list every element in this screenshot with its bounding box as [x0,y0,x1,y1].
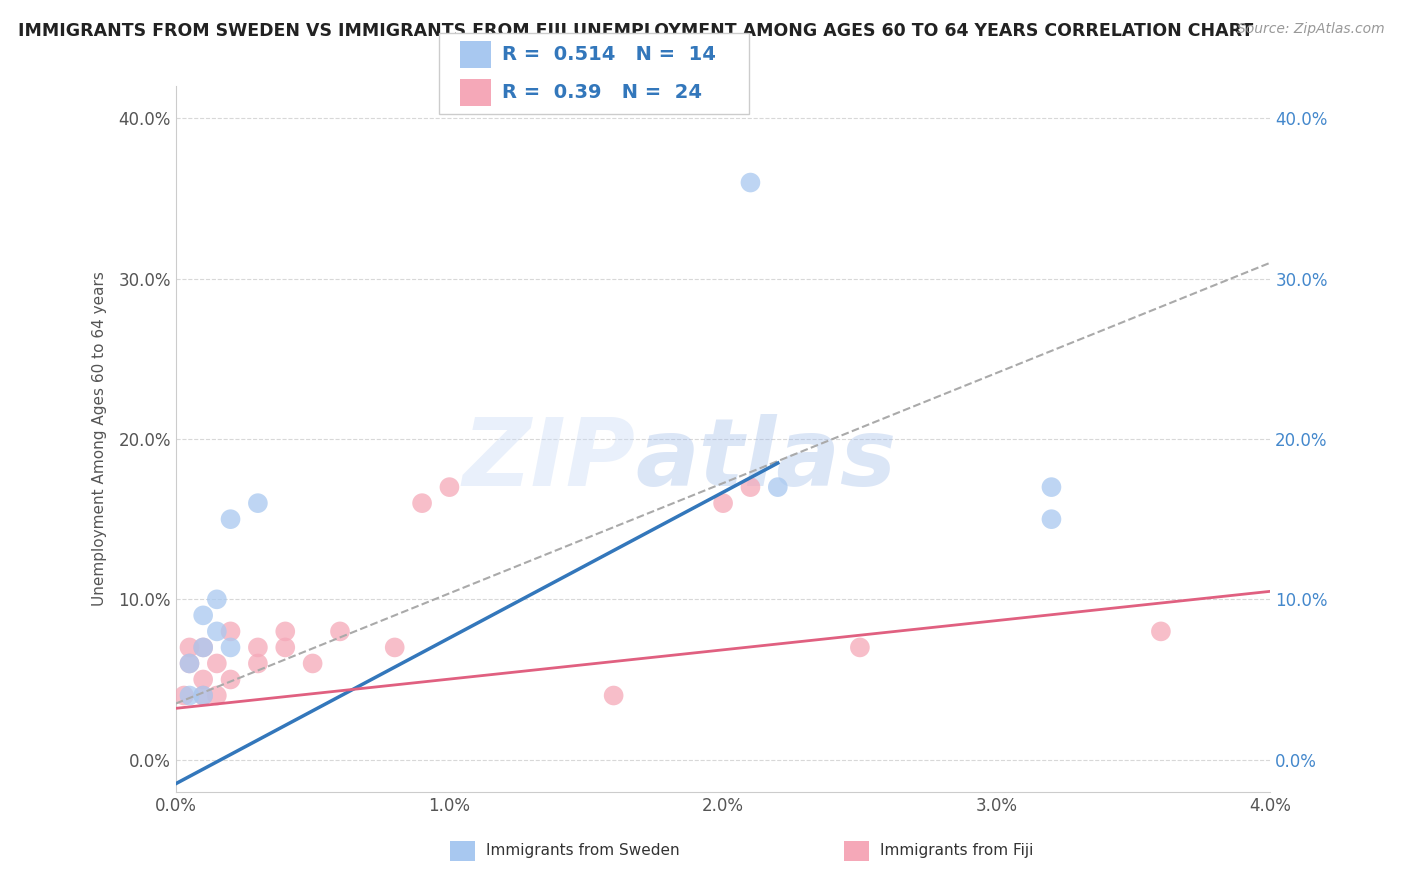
Point [1040,512,1063,526]
Point [179,657,201,671]
Y-axis label: Unemployment Among Ages 60 to 64 years: Unemployment Among Ages 60 to 64 years [93,271,107,607]
Point [1040,480,1063,494]
Point [439,480,461,494]
Point [205,689,228,703]
Point [246,496,269,510]
Point [274,640,297,655]
Text: Source: ZipAtlas.com: Source: ZipAtlas.com [1237,22,1385,37]
Text: Immigrants from Sweden: Immigrants from Sweden [486,844,681,858]
Point [219,512,242,526]
Text: IMMIGRANTS FROM SWEDEN VS IMMIGRANTS FROM FIJI UNEMPLOYMENT AMONG AGES 60 TO 64 : IMMIGRANTS FROM SWEDEN VS IMMIGRANTS FRO… [18,22,1254,40]
Point [219,673,242,687]
Point [384,640,406,655]
Point [205,624,228,639]
Text: R =  0.39   N =  24: R = 0.39 N = 24 [502,83,702,103]
Point [219,640,242,655]
Point [246,640,269,655]
Point [205,657,228,671]
Point [274,624,297,639]
Point [740,480,762,494]
Point [179,640,201,655]
Text: atlas: atlas [636,414,897,506]
Point [246,657,269,671]
Point [173,689,195,703]
Point [411,496,433,510]
Point [329,624,352,639]
Point [740,176,762,190]
Point [191,673,214,687]
Point [191,640,214,655]
Point [191,689,214,703]
Point [301,657,323,671]
Point [191,689,214,703]
Text: Immigrants from Fiji: Immigrants from Fiji [880,844,1033,858]
Point [1150,624,1173,639]
Point [849,640,872,655]
Text: R =  0.514   N =  14: R = 0.514 N = 14 [502,45,716,64]
Point [191,640,214,655]
Point [191,608,214,623]
Point [602,689,624,703]
Point [711,496,734,510]
Point [766,480,789,494]
Text: ZIP: ZIP [463,414,636,506]
Point [179,657,201,671]
Point [179,689,201,703]
Point [205,592,228,607]
Point [219,624,242,639]
